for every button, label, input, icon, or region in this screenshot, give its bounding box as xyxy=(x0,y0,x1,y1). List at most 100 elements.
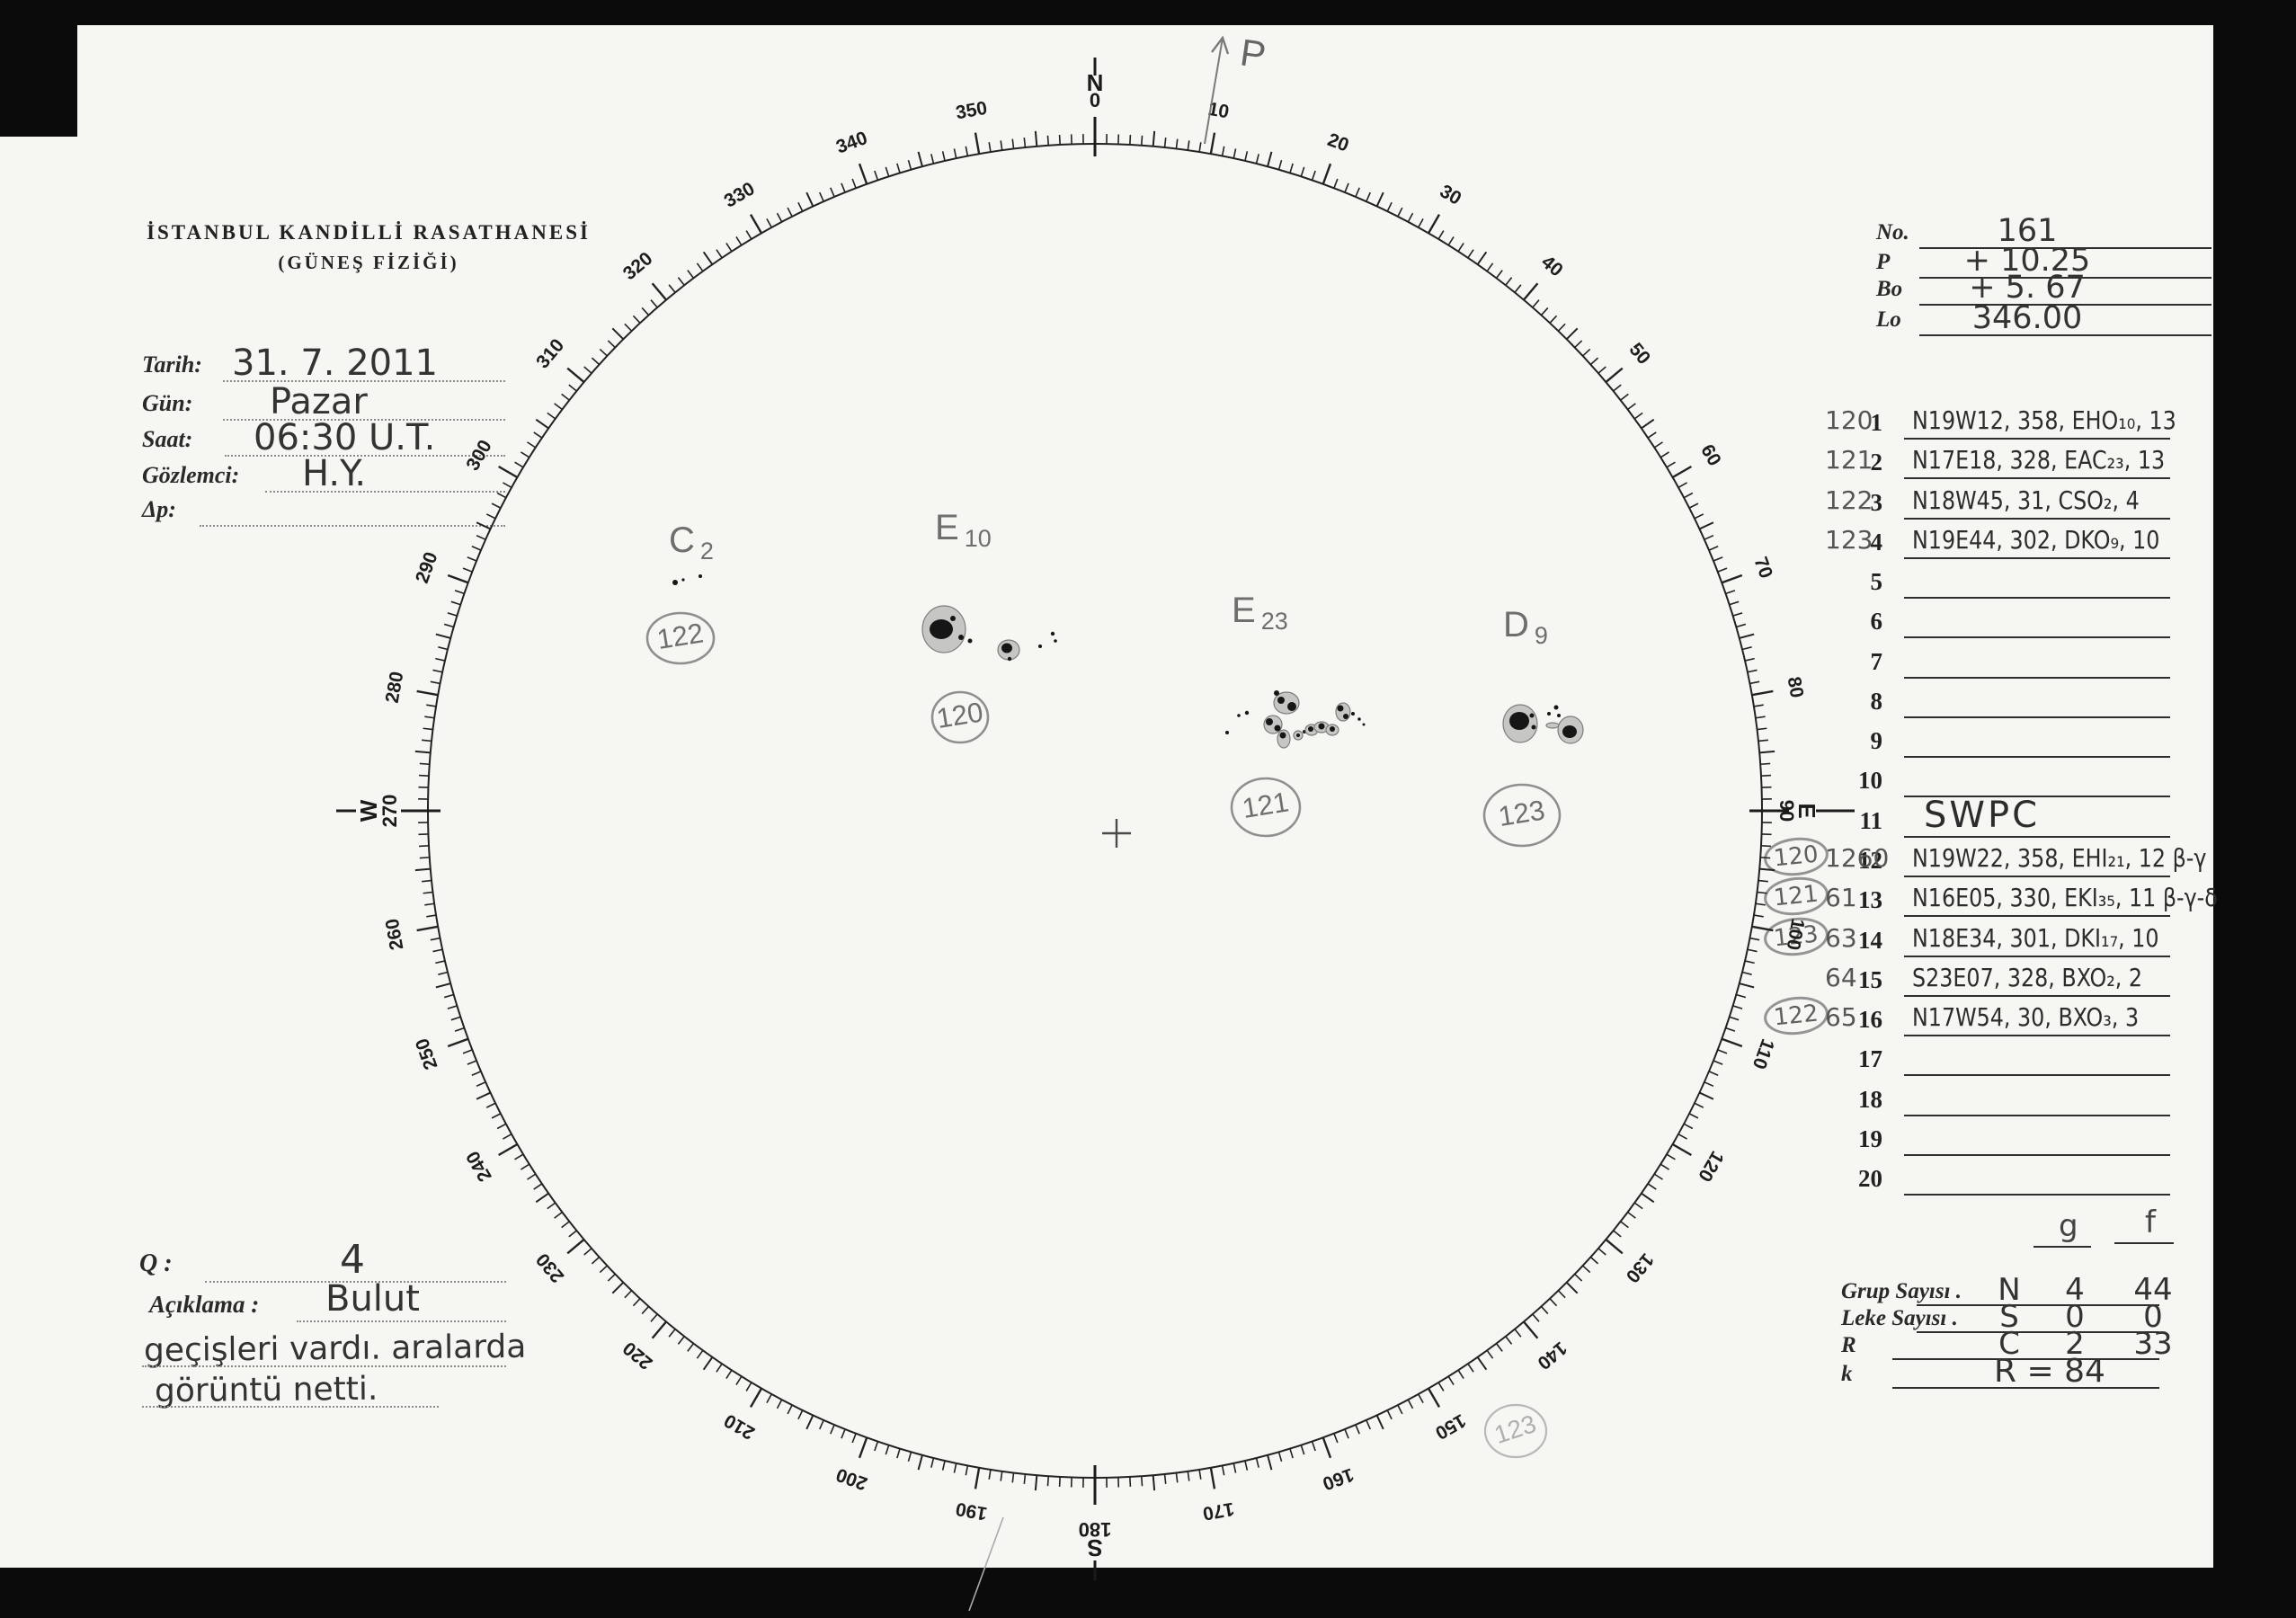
eph-label-0: No. xyxy=(1876,220,1909,244)
row-margin-circled-16: 122 xyxy=(1762,993,1830,1038)
q-label: Q : xyxy=(139,1249,173,1277)
field-label-2: Saat: xyxy=(142,426,193,452)
row-num-11: 11 xyxy=(1859,807,1882,834)
summary-c2-1: 0 xyxy=(2065,1299,2085,1335)
field-label-0: Tarih: xyxy=(142,351,202,378)
row-line-18 xyxy=(1904,1115,2170,1116)
eph-line-2 xyxy=(1919,304,2211,306)
field-line-1 xyxy=(223,419,505,421)
row-text-4: N19E44, 302, DKO₉, 10 xyxy=(1912,525,2160,555)
summary-c2-0: 4 xyxy=(2065,1272,2085,1308)
aciklama-line xyxy=(297,1320,506,1322)
row-text-14: N18E34, 301, DKI₁₇, 10 xyxy=(1912,923,2159,953)
circled-kandilli-no: 122 xyxy=(1762,993,1830,1038)
paper-sheet: İSTANBUL KANDİLLİ RASATHANESİ (GÜNEŞ FİZ… xyxy=(0,25,2218,1568)
row-num-14: 14 xyxy=(1858,927,1882,954)
row-line-3 xyxy=(1904,518,2170,520)
summary-r-total: R = 84 xyxy=(1994,1353,2105,1390)
summary-c1-1: S xyxy=(1999,1299,2019,1335)
row-text-2: N17E18, 328, EAC₂₃, 13 xyxy=(1912,445,2166,475)
note-line-2-rule xyxy=(142,1406,439,1408)
row-num-9: 9 xyxy=(1870,727,1883,754)
summary-col-f-rule xyxy=(2114,1242,2174,1244)
row-num-13: 13 xyxy=(1858,886,1882,913)
summary-c1-0: N xyxy=(1998,1272,2021,1308)
row-text-13: N16E05, 330, EKI₃₅, 11 β-γ-δ xyxy=(1912,883,2218,912)
summary-label-2: R xyxy=(1841,1333,1856,1357)
circled-kandilli-no: 120 xyxy=(1762,834,1830,879)
aciklama-label: Açıklama : xyxy=(149,1291,260,1318)
summary-col-g-rule xyxy=(2033,1246,2091,1248)
row-line-17 xyxy=(1904,1074,2170,1076)
row-line-8 xyxy=(1904,716,2170,718)
row-margin-circled-13: 121 xyxy=(1762,874,1830,919)
summary-line-1 xyxy=(1917,1331,2159,1333)
summary-label-3: k xyxy=(1841,1362,1853,1386)
row-line-16 xyxy=(1904,1035,2170,1036)
eph-value-1: + 10.25 xyxy=(1963,243,2091,279)
field-line-3 xyxy=(265,491,505,493)
field-line-2 xyxy=(225,455,505,457)
row-text-15: S23E07, 328, BXO₂, 2 xyxy=(1912,963,2143,992)
row-text-16: N17W54, 30, BXO₃, 3 xyxy=(1912,1002,2140,1032)
field-label-3: Gözlemci: xyxy=(142,462,240,488)
observatory-title: İSTANBUL KANDİLLİ RASATHANESİ xyxy=(147,221,591,244)
note-line-1: geçişleri vardı. aralarda xyxy=(143,1328,527,1370)
row-line-7 xyxy=(1904,677,2170,679)
row-num-7: 7 xyxy=(1870,648,1883,675)
row-num-17: 17 xyxy=(1858,1045,1882,1072)
row-text-11: SWPC xyxy=(1924,795,2040,836)
field-value-3: H.Y. xyxy=(302,453,367,494)
row-num-12: 12 xyxy=(1858,847,1882,874)
row-line-11 xyxy=(1904,836,2170,838)
row-line-1 xyxy=(1904,438,2170,440)
row-margin-1: 120 xyxy=(1825,405,1873,435)
row-line-9 xyxy=(1904,756,2170,758)
row-num-2: 2 xyxy=(1870,449,1883,476)
row-num-18: 18 xyxy=(1858,1086,1882,1113)
row-num-16: 16 xyxy=(1858,1006,1882,1033)
eph-value-2: + 5. 67 xyxy=(1969,270,2086,306)
row-line-13 xyxy=(1904,915,2170,917)
summary-label-1: Leke Sayısı . xyxy=(1841,1306,1958,1330)
summary-col-f: f xyxy=(2145,1205,2156,1240)
row-line-12 xyxy=(1904,876,2170,877)
eph-line-1 xyxy=(1919,277,2211,279)
row-num-20: 20 xyxy=(1858,1165,1882,1192)
summary-c3-2: 33 xyxy=(2133,1326,2173,1362)
row-num-6: 6 xyxy=(1870,608,1883,635)
field-value-2: 06:30 U.T. xyxy=(254,417,436,458)
row-num-3: 3 xyxy=(1870,489,1883,516)
q-value: 4 xyxy=(340,1237,365,1283)
field-label-4: Δp: xyxy=(142,496,176,522)
note-line-2: görüntü netti. xyxy=(154,1370,378,1410)
note-line-1-rule xyxy=(142,1365,506,1367)
row-margin-16: 65 xyxy=(1825,1002,1857,1032)
summary-col-g: g xyxy=(2059,1208,2078,1244)
aciklama-value: Bulut xyxy=(325,1278,420,1320)
q-line xyxy=(205,1281,506,1283)
circled-kandilli-no: 123 xyxy=(1762,914,1830,959)
row-line-10 xyxy=(1904,796,2170,797)
row-num-15: 15 xyxy=(1858,966,1882,993)
row-line-19 xyxy=(1904,1154,2170,1156)
field-value-0: 31. 7. 2011 xyxy=(232,342,439,384)
row-margin-13: 61 xyxy=(1825,883,1857,912)
row-line-20 xyxy=(1904,1194,2170,1196)
summary-c2-2: 2 xyxy=(2065,1326,2085,1362)
summary-c3-1: 0 xyxy=(2143,1299,2163,1335)
observatory-subtitle: (GÜNEŞ FİZİĞİ) xyxy=(278,252,459,273)
eph-line-0 xyxy=(1919,247,2211,249)
eph-label-3: Lo xyxy=(1876,307,1901,332)
eph-label-2: Bo xyxy=(1876,277,1903,301)
summary-line-3 xyxy=(1892,1387,2159,1389)
row-margin-12: 1260 xyxy=(1825,843,1890,873)
row-margin-circled-12: 120 xyxy=(1762,834,1830,879)
row-num-4: 4 xyxy=(1870,529,1883,556)
row-num-19: 19 xyxy=(1858,1125,1882,1152)
field-line-4 xyxy=(200,525,505,527)
row-line-6 xyxy=(1904,636,2170,638)
row-line-2 xyxy=(1904,477,2170,479)
row-margin-4: 123 xyxy=(1825,525,1873,555)
row-num-10: 10 xyxy=(1858,767,1882,794)
